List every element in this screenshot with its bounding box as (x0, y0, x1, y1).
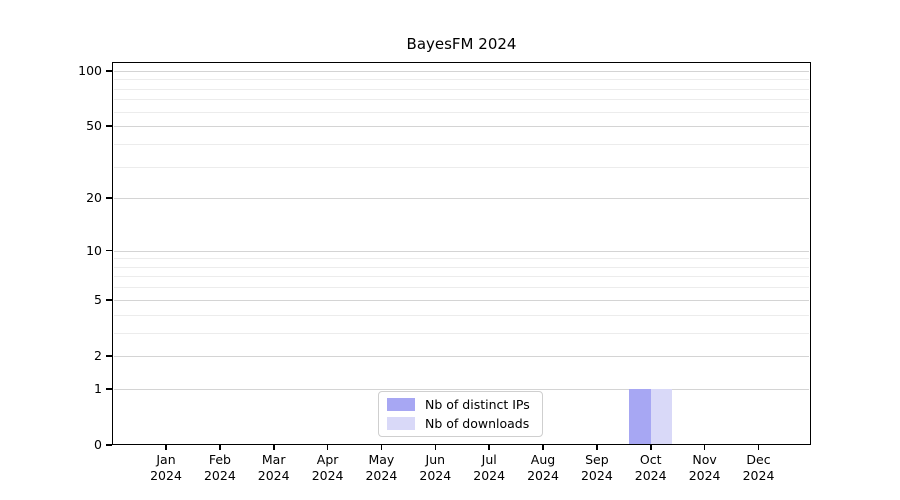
x-tick-mar (273, 445, 275, 450)
x-tick-jun (435, 445, 437, 450)
x-tick-nov (704, 445, 706, 450)
x-tick-month: Mar (244, 452, 304, 468)
y-tick-label-100: 100 (40, 63, 102, 79)
y-tick-label-10: 10 (40, 243, 102, 259)
gridline-major-2 (114, 356, 809, 357)
y-tick-label-2: 2 (40, 348, 102, 364)
x-tick-month: Feb (190, 452, 250, 468)
x-tick-year: 2024 (298, 468, 358, 484)
gridline-minor-8 (114, 267, 809, 268)
legend-label-distinct-ips: Nb of distinct IPs (425, 398, 530, 412)
x-tick-year: 2024 (190, 468, 250, 484)
x-tick-month: Jun (405, 452, 465, 468)
x-tick-jul (488, 445, 490, 450)
legend-entry-downloads: Nb of downloads (387, 417, 534, 431)
x-tick-label-jul: Jul2024 (459, 452, 519, 484)
x-tick-label-sep: Sep2024 (567, 452, 627, 484)
legend-entry-distinct-ips: Nb of distinct IPs (387, 398, 534, 412)
x-tick-month: Oct (621, 452, 681, 468)
x-tick-label-jun: Jun2024 (405, 452, 465, 484)
x-tick-month: Dec (729, 452, 789, 468)
gridline-minor-80 (114, 89, 809, 90)
y-tick-label-1: 1 (40, 381, 102, 397)
x-tick-year: 2024 (729, 468, 789, 484)
gridline-minor-90 (114, 79, 809, 80)
gridline-major-1 (114, 389, 809, 390)
gridline-major-50 (114, 126, 809, 127)
x-tick-month: Jul (459, 452, 519, 468)
y-tick-label-20: 20 (40, 190, 102, 206)
gridline-minor-3 (114, 333, 809, 334)
x-tick-label-mar: Mar2024 (244, 452, 304, 484)
y-tick-10 (106, 250, 112, 252)
y-tick-50 (106, 125, 112, 127)
legend-swatch-distinct-ips (387, 398, 415, 411)
x-tick-month: Jan (136, 452, 196, 468)
x-tick-year: 2024 (675, 468, 735, 484)
x-tick-label-may: May2024 (351, 452, 411, 484)
x-tick-year: 2024 (567, 468, 627, 484)
x-tick-apr (327, 445, 329, 450)
y-tick-5 (106, 299, 112, 301)
y-tick-label-50: 50 (40, 118, 102, 134)
gridline-minor-7 (114, 276, 809, 277)
x-tick-month: Nov (675, 452, 735, 468)
gridline-minor-30 (114, 167, 809, 168)
y-tick-1 (106, 388, 112, 390)
x-tick-label-oct: Oct2024 (621, 452, 681, 484)
x-tick-year: 2024 (513, 468, 573, 484)
x-tick-year: 2024 (621, 468, 681, 484)
x-tick-month: Aug (513, 452, 573, 468)
gridline-minor-60 (114, 112, 809, 113)
x-tick-year: 2024 (351, 468, 411, 484)
chart-figure: BayesFM 2024 0125102050100Jan2024Feb2024… (0, 0, 900, 500)
legend: Nb of distinct IPs Nb of downloads (378, 391, 543, 437)
x-tick-oct (650, 445, 652, 450)
x-tick-month: Apr (298, 452, 358, 468)
y-tick-2 (106, 355, 112, 357)
bar-nb-of-downloads-oct (651, 389, 673, 444)
x-tick-label-aug: Aug2024 (513, 452, 573, 484)
y-tick-100 (106, 70, 112, 72)
gridline-minor-4 (114, 315, 809, 316)
y-tick-0 (106, 444, 112, 446)
x-tick-label-dec: Dec2024 (729, 452, 789, 484)
bar-nb-of-distinct-ips-oct (629, 389, 651, 444)
gridline-major-5 (114, 300, 809, 301)
x-tick-label-feb: Feb2024 (190, 452, 250, 484)
x-tick-may (381, 445, 383, 450)
x-tick-sep (596, 445, 598, 450)
legend-swatch-downloads (387, 417, 415, 430)
x-tick-label-jan: Jan2024 (136, 452, 196, 484)
gridline-minor-6 (114, 287, 809, 288)
plot-area-border (112, 62, 811, 445)
x-tick-year: 2024 (136, 468, 196, 484)
x-tick-label-apr: Apr2024 (298, 452, 358, 484)
x-tick-month: Sep (567, 452, 627, 468)
gridline-minor-9 (114, 258, 809, 259)
y-tick-label-5: 5 (40, 292, 102, 308)
gridline-minor-40 (114, 144, 809, 145)
y-tick-20 (106, 197, 112, 199)
x-tick-label-nov: Nov2024 (675, 452, 735, 484)
x-tick-dec (758, 445, 760, 450)
x-tick-feb (219, 445, 221, 450)
x-tick-year: 2024 (459, 468, 519, 484)
gridline-major-10 (114, 251, 809, 252)
legend-label-downloads: Nb of downloads (425, 417, 529, 431)
y-tick-label-0: 0 (40, 437, 102, 453)
gridline-major-100 (114, 71, 809, 72)
x-tick-jan (165, 445, 167, 450)
x-tick-year: 2024 (405, 468, 465, 484)
x-tick-year: 2024 (244, 468, 304, 484)
x-tick-month: May (351, 452, 411, 468)
x-tick-aug (542, 445, 544, 450)
gridline-major-20 (114, 198, 809, 199)
gridline-minor-70 (114, 99, 809, 100)
chart-title: BayesFM 2024 (112, 35, 811, 53)
